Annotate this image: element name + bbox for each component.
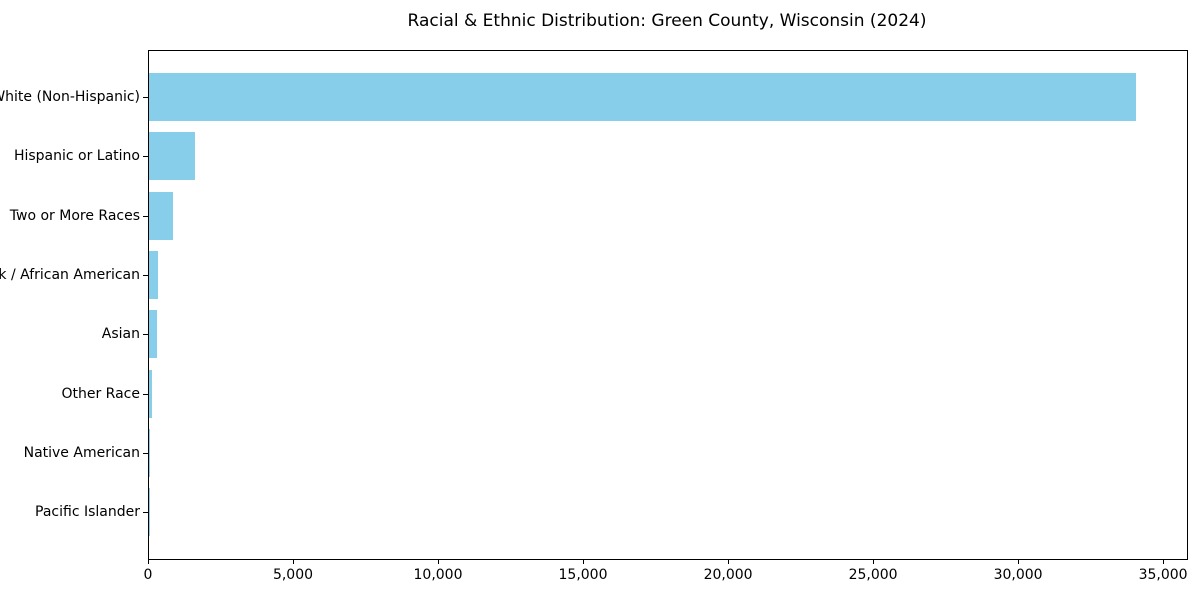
x-tick-35000 bbox=[1163, 559, 1165, 564]
x-tick-0 bbox=[148, 559, 149, 564]
x-axis-tick-label-25000: 25,000 bbox=[848, 567, 898, 583]
y-tick-hispanic-or-latino bbox=[143, 156, 148, 158]
bar-other-race bbox=[149, 369, 153, 418]
bar-hispanic-or-latino bbox=[149, 132, 195, 181]
y-tick-other-race bbox=[143, 393, 148, 395]
plot-area bbox=[148, 50, 1188, 560]
y-axis-label-native-american: Native American bbox=[23, 444, 140, 461]
x-axis-tick-label-35000: 35,000 bbox=[1138, 567, 1188, 583]
y-tick-asian bbox=[143, 334, 148, 336]
y-axis-label-other-race: Other Race bbox=[61, 385, 140, 402]
y-axis-label-white-non-hispanic: White (Non-Hispanic) bbox=[0, 89, 140, 105]
chart-title: Racial & Ethnic Distribution: Green Coun… bbox=[407, 11, 927, 31]
bar-black-african-american bbox=[149, 250, 159, 299]
bar-native-american bbox=[149, 428, 151, 477]
y-axis-label-hispanic-or-latino: Hispanic or Latino bbox=[13, 148, 140, 165]
bar-asian bbox=[149, 310, 157, 359]
bar-two-or-more-races bbox=[149, 191, 174, 240]
x-axis-tick-label-5000: 5,000 bbox=[272, 567, 314, 583]
x-tick-15000 bbox=[583, 559, 584, 564]
x-axis-tick-label-15000: 15,000 bbox=[558, 567, 608, 583]
x-axis-tick-label-20000: 20,000 bbox=[703, 567, 753, 583]
y-axis-label-asian: Asian bbox=[101, 326, 140, 343]
y-tick-native-american bbox=[143, 452, 148, 454]
x-tick-20000 bbox=[728, 559, 730, 564]
y-tick-white-non-hispanic bbox=[143, 97, 148, 98]
x-axis-tick-label-30000: 30,000 bbox=[993, 567, 1043, 583]
y-tick-pacific-islander bbox=[143, 512, 148, 514]
y-tick-two-or-more-races bbox=[143, 215, 148, 217]
x-tick-25000 bbox=[873, 559, 875, 564]
y-axis-label-black-african-american: Black / African American bbox=[0, 266, 140, 283]
x-tick-5000 bbox=[293, 559, 294, 564]
y-tick-black-african-american bbox=[143, 274, 148, 276]
y-axis-label-two-or-more-races: Two or More Races bbox=[9, 207, 140, 224]
x-tick-30000 bbox=[1018, 559, 1020, 564]
y-axis-label-pacific-islander: Pacific Islander bbox=[35, 504, 140, 521]
x-axis-tick-label-10000: 10,000 bbox=[413, 567, 463, 583]
x-axis-tick-label-0: 0 bbox=[143, 567, 153, 583]
x-tick-10000 bbox=[438, 559, 439, 564]
bar-white-non-hispanic bbox=[149, 73, 1136, 121]
